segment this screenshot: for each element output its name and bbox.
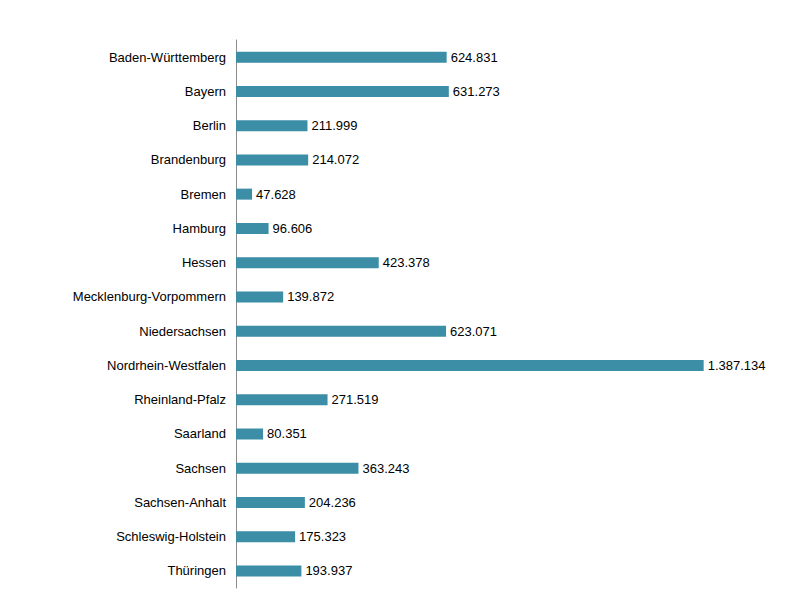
svg-text:624.831: 624.831 <box>451 50 498 65</box>
svg-text:Berlin: Berlin <box>193 118 226 133</box>
svg-text:80.351: 80.351 <box>267 426 307 441</box>
svg-text:631.273: 631.273 <box>453 84 500 99</box>
svg-text:Hamburg: Hamburg <box>173 221 226 236</box>
svg-text:Brandenburg: Brandenburg <box>151 152 226 167</box>
svg-text:Bayern: Bayern <box>185 84 226 99</box>
svg-text:Rheinland-Pfalz: Rheinland-Pfalz <box>134 392 226 407</box>
svg-text:193.937: 193.937 <box>305 563 352 578</box>
svg-text:Mecklenburg-Vorpommern: Mecklenburg-Vorpommern <box>73 289 226 304</box>
svg-text:Hessen: Hessen <box>182 255 226 270</box>
svg-text:211.999: 211.999 <box>311 118 357 133</box>
svg-text:Saarland: Saarland <box>174 426 226 441</box>
svg-text:204.236: 204.236 <box>309 495 356 510</box>
svg-text:47.628: 47.628 <box>256 187 296 202</box>
svg-text:Sachsen: Sachsen <box>175 461 226 476</box>
svg-text:Niedersachsen: Niedersachsen <box>139 324 226 339</box>
svg-text:1.387.134: 1.387.134 <box>708 358 766 373</box>
svg-text:Schleswig-Holstein: Schleswig-Holstein <box>116 529 226 544</box>
svg-text:214.072: 214.072 <box>312 152 359 167</box>
svg-text:Baden-Württemberg: Baden-Württemberg <box>109 50 226 65</box>
svg-text:271.519: 271.519 <box>332 392 379 407</box>
svg-text:363.243: 363.243 <box>362 461 409 476</box>
svg-text:175.323: 175.323 <box>299 529 346 544</box>
svg-text:Bremen: Bremen <box>180 187 226 202</box>
svg-text:Nordrhein-Westfalen: Nordrhein-Westfalen <box>107 358 226 373</box>
svg-text:96.606: 96.606 <box>273 221 313 236</box>
svg-text:Thüringen: Thüringen <box>167 563 226 578</box>
svg-text:Sachsen-Anhalt: Sachsen-Anhalt <box>134 495 226 510</box>
svg-text:623.071: 623.071 <box>450 324 497 339</box>
svg-text:139.872: 139.872 <box>287 289 334 304</box>
svg-text:423.378: 423.378 <box>383 255 430 270</box>
